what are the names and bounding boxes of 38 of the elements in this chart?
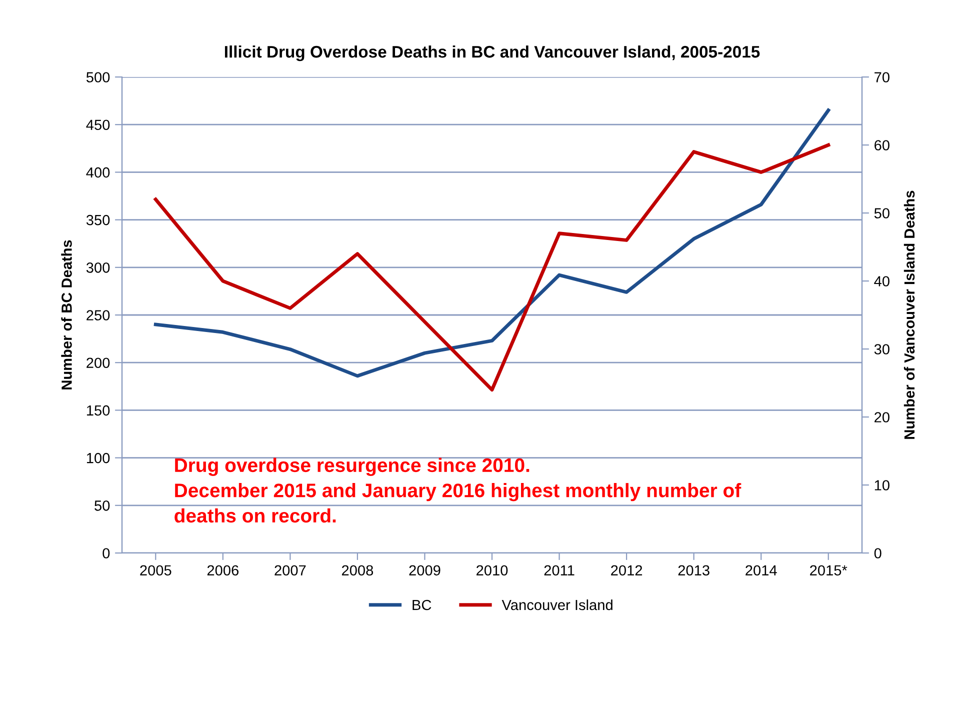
y-tick-label: 350: [86, 214, 110, 226]
y2-tick-label: 60: [874, 140, 890, 150]
x-tick-label: 2014: [746, 565, 777, 576]
x-tick-label: 2010: [476, 565, 508, 576]
y-axis-title: Number of BC Deaths: [61, 240, 72, 390]
x-tick-label: 2006: [207, 565, 238, 576]
x-tick-label: 2012: [611, 565, 642, 576]
y-tick-label: 200: [86, 358, 110, 368]
y-tick-label: 0: [102, 548, 110, 558]
x-tick-label: 2005: [140, 565, 172, 576]
y-tick-label: 100: [86, 452, 110, 464]
y-tick-label: 300: [86, 262, 110, 273]
y-tick-label: 250: [86, 310, 110, 320]
legend-label: Vancouver Island: [502, 599, 612, 610]
x-tick-label: 2008: [342, 565, 374, 576]
x-tick-label: 2011: [544, 565, 574, 576]
x-tick-label: 2013: [678, 565, 710, 576]
y2-axis-title: Number of Vancouver Island Deaths: [904, 190, 915, 439]
y-tick-label: 150: [86, 405, 110, 416]
y-tick-label: 50: [94, 500, 110, 511]
y-tick-label: 450: [86, 120, 110, 130]
chart-title: Illicit Drug Overdose Deaths in BC and Vancouver Island, 2005-2015: [224, 45, 760, 62]
y2-tick-label: 30: [874, 344, 890, 354]
line-series: [154, 143, 830, 392]
y2-tick-label: 20: [874, 412, 890, 422]
x-tick-label: 2015*: [810, 565, 848, 576]
y-tick-label: 400: [86, 167, 110, 178]
y-tick-label: 500: [86, 72, 110, 82]
y2-tick-label: 40: [874, 276, 890, 286]
y2-tick-label: 0: [874, 548, 882, 558]
y2-tick-label: 70: [874, 72, 890, 82]
y2-tick-label: 50: [874, 208, 890, 218]
x-tick-label: 2007: [274, 565, 306, 576]
line-series: [154, 108, 830, 378]
annotation: Drug overdose resurgence since 2010. December 2015 and January 2016 highest monthly number of deaths on record.: [174, 458, 742, 523]
legend-label: BC: [412, 600, 432, 610]
x-tick-label: 2009: [409, 565, 440, 576]
y2-tick-label: 10: [874, 480, 890, 490]
